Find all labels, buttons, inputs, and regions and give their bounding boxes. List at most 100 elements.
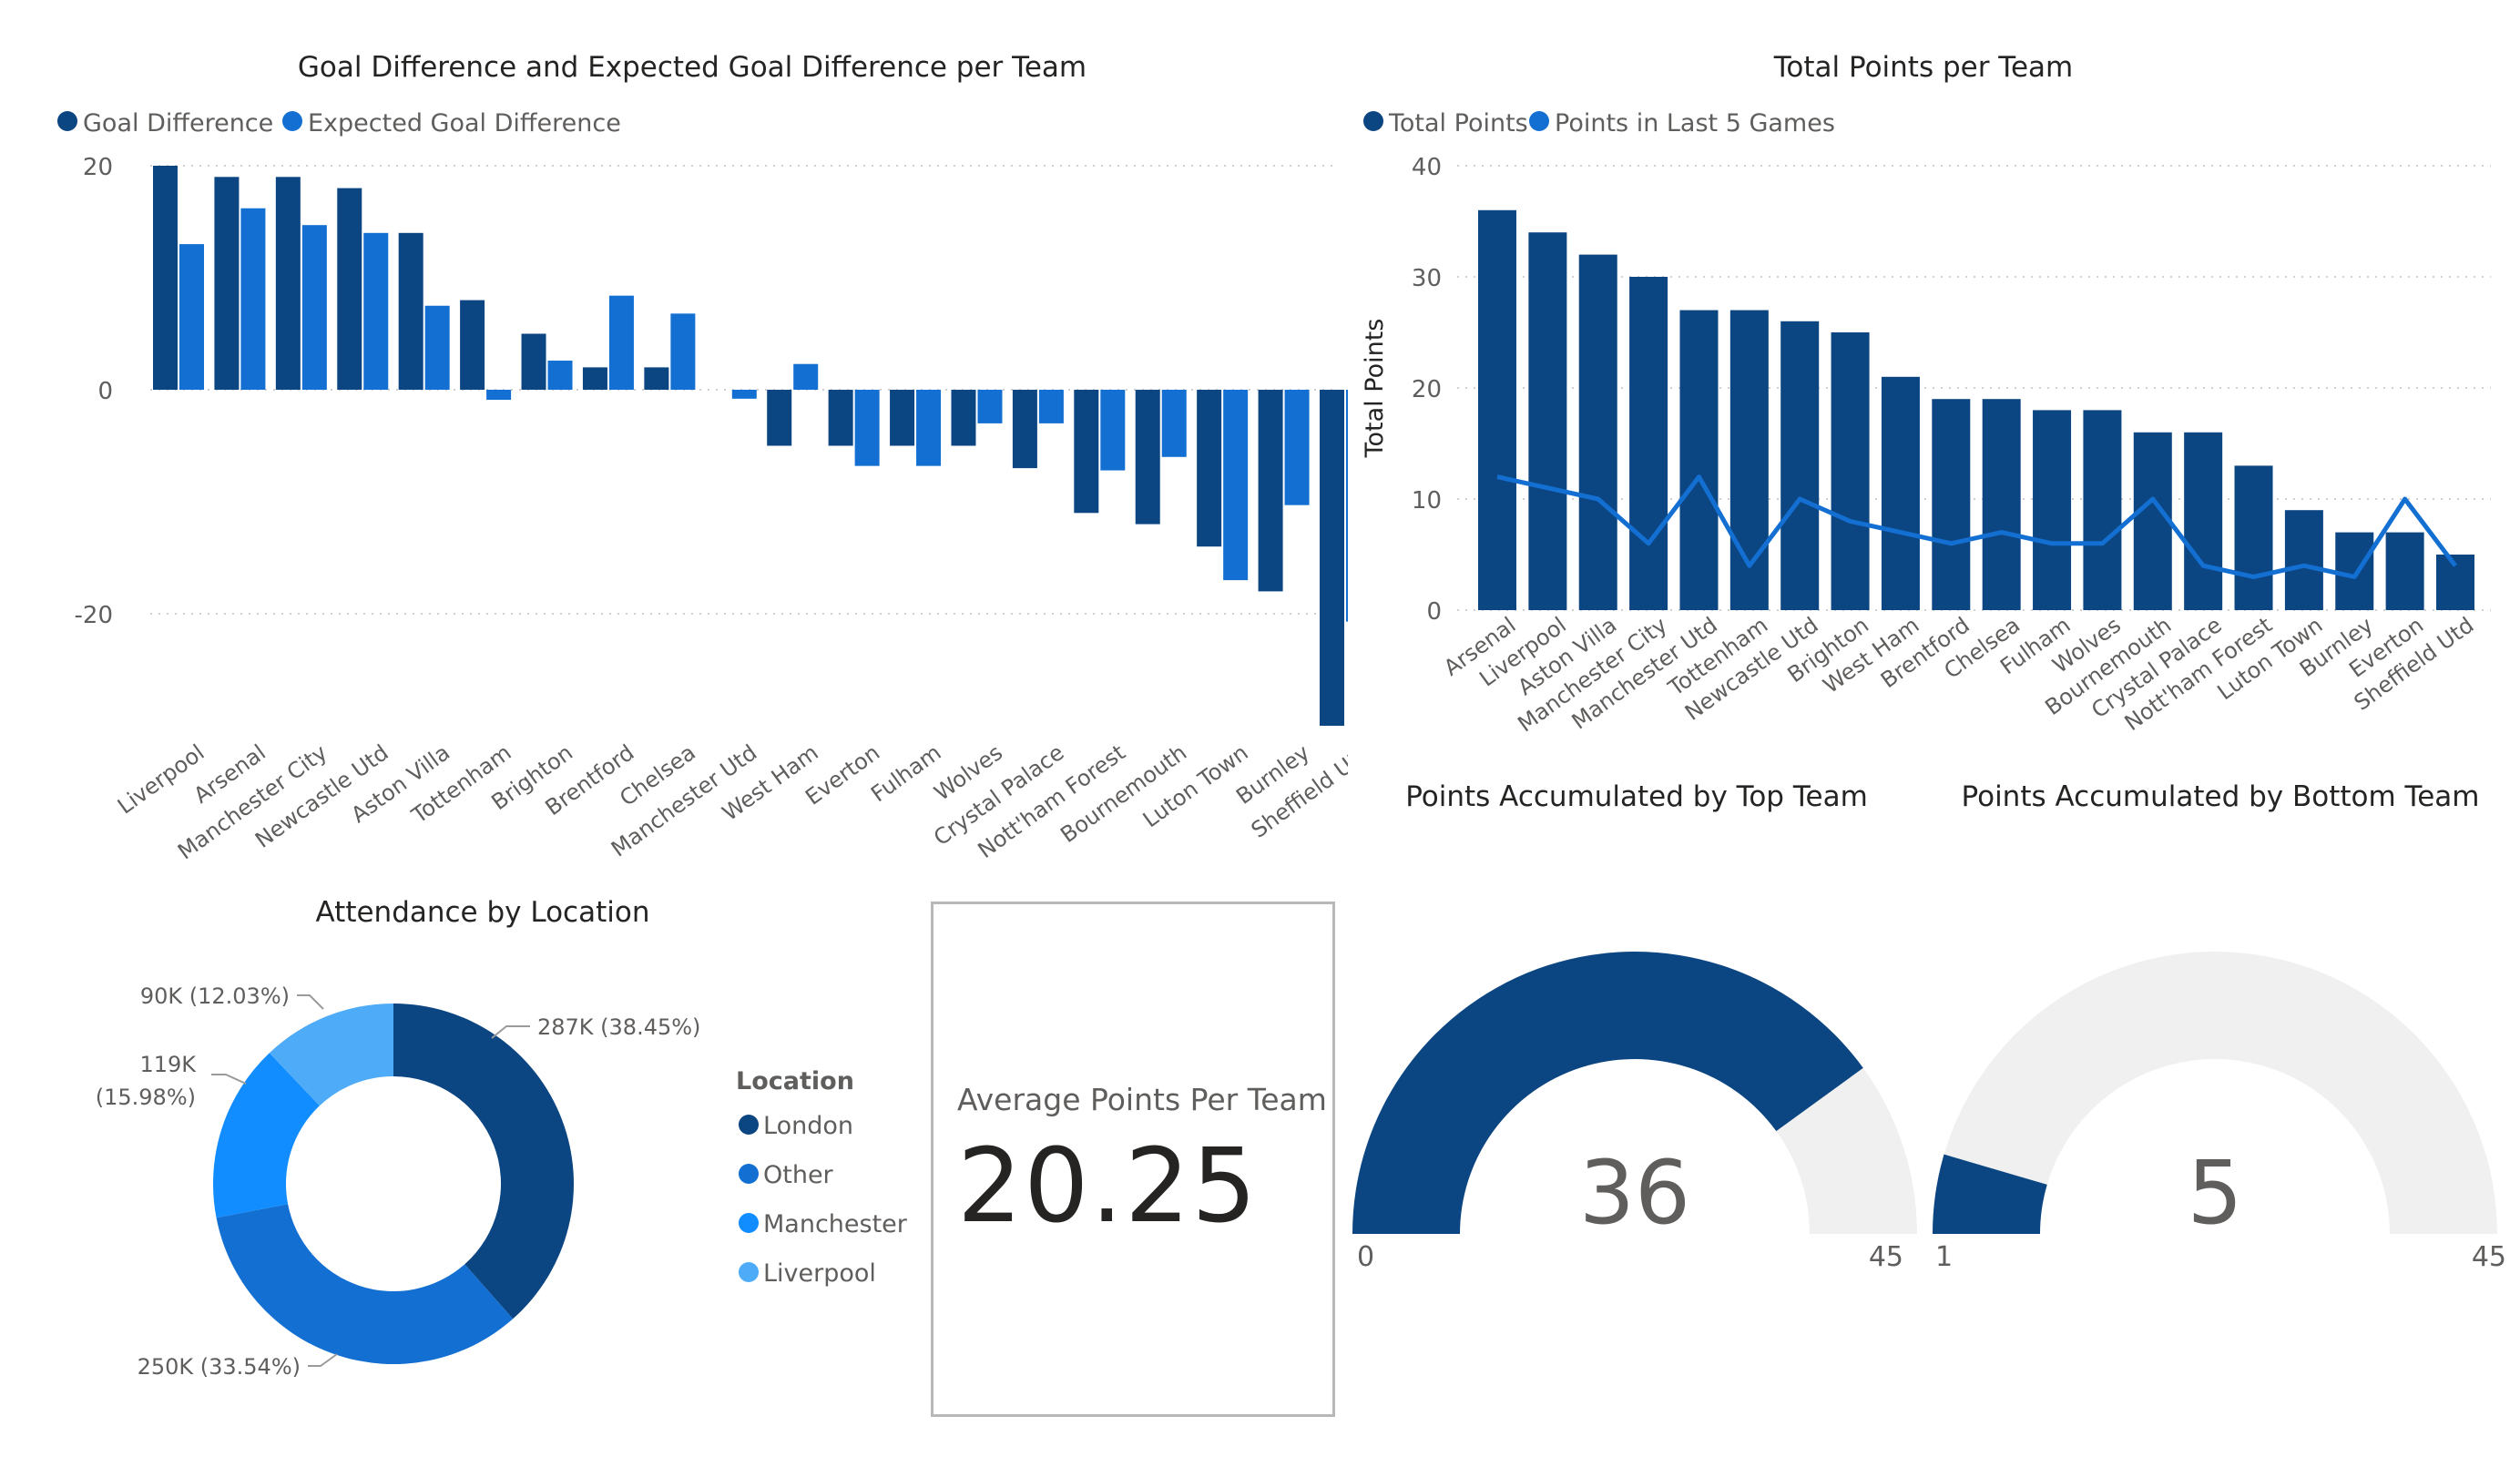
bar: [731, 390, 757, 399]
bar: [153, 166, 178, 390]
bottom-team-gauge[interactable]: Points Accumulated by Bottom Team 5 1 45: [1922, 765, 2520, 1311]
legend-marker: [739, 1115, 759, 1135]
gauge-fill: [1352, 952, 1863, 1234]
bar: [1012, 390, 1037, 469]
bar: [1629, 277, 1668, 610]
bar: [1197, 390, 1222, 547]
goal-difference-chart[interactable]: Goal Difference and Expected Goal Differ…: [0, 0, 1348, 865]
y-axis-label: Total Points: [1361, 319, 1389, 459]
bar: [582, 367, 607, 390]
bar: [398, 232, 423, 390]
average-points-card[interactable]: Average Points Per Team 20.25: [931, 902, 1335, 1417]
average-points-label: Average Points Per Team: [957, 1082, 1327, 1117]
bar: [486, 390, 512, 401]
bar: [1320, 390, 1344, 726]
leader-line: [308, 1353, 338, 1367]
bar: [2184, 432, 2223, 610]
data-label: 119K (15.98%): [96, 1052, 198, 1110]
bar: [1161, 390, 1187, 457]
top-team-gauge[interactable]: Points Accumulated by Top Team 36 0 45: [1339, 765, 1922, 1311]
legend-item: Manchester: [763, 1210, 908, 1238]
donut-slice: [269, 1004, 393, 1106]
bar: [1881, 376, 1920, 610]
gauge-track: [1933, 952, 2497, 1234]
legend-marker: [1529, 111, 1549, 131]
bar: [301, 225, 327, 390]
leader-line: [211, 1074, 247, 1085]
bar: [1223, 390, 1249, 581]
x-tick-label: Liverpool: [113, 739, 209, 819]
average-points-value: 20.25: [957, 1127, 1259, 1246]
bar: [2033, 410, 2072, 610]
data-label: 250K (33.54%): [138, 1354, 301, 1380]
bar: [793, 363, 819, 390]
total-points-chart[interactable]: Total Points per Team Total Points Points …: [1348, 0, 2520, 783]
bar: [240, 208, 266, 390]
bar: [767, 390, 792, 446]
data-label: 287K (38.45%): [537, 1014, 700, 1040]
y-tick-label: 20: [1412, 376, 1442, 403]
legend-item: Points in Last 5 Games: [1555, 109, 1835, 138]
y-tick-label: 10: [1412, 487, 1442, 515]
bar: [670, 313, 696, 390]
bar: [214, 177, 240, 390]
legend-marker: [1363, 111, 1383, 131]
bar: [275, 177, 301, 390]
y-tick-label: -20: [75, 602, 113, 629]
legend-item: London: [763, 1112, 853, 1140]
bar: [1528, 232, 1567, 610]
donut-slice: [393, 1004, 574, 1319]
y-tick-label: 20: [83, 154, 113, 181]
bar: [1982, 399, 2021, 610]
bar: [179, 244, 204, 390]
legend-marker: [57, 111, 77, 131]
bar: [1831, 332, 1870, 610]
leader-line: [297, 994, 324, 1010]
series-line: [1496, 474, 2457, 579]
x-tick-label: Fulham: [866, 739, 945, 807]
bar: [460, 300, 485, 390]
bar: [2083, 410, 2122, 610]
y-tick-label: 0: [1426, 598, 1442, 626]
bar: [1346, 390, 1348, 622]
bar: [337, 188, 362, 390]
bar: [1100, 390, 1126, 471]
bar: [424, 305, 450, 390]
bar: [1258, 390, 1283, 592]
legend-marker: [282, 111, 302, 131]
y-tick-label: 30: [1412, 265, 1442, 292]
bar: [1578, 254, 1617, 610]
legend-item: Expected Goal Difference: [308, 109, 621, 138]
bar: [1284, 390, 1310, 505]
bar: [2385, 532, 2424, 610]
gauge-min-label: 1: [1935, 1241, 1953, 1273]
legend-title: Location: [736, 1067, 854, 1095]
legend-marker: [739, 1213, 759, 1233]
gauge-max-label: 45: [1869, 1241, 1903, 1273]
bar: [2335, 532, 2374, 610]
bar: [1729, 310, 1769, 610]
attendance-donut-chart[interactable]: Attendance by Location 287K (38.45%) 250K …: [0, 865, 920, 1457]
gauge-value: 5: [2187, 1142, 2242, 1244]
bar: [1932, 399, 1971, 610]
bar: [977, 390, 1003, 423]
leader-line: [491, 1025, 530, 1039]
bar: [1679, 310, 1719, 610]
gauge-title: Points Accumulated by Top Team: [1405, 780, 1868, 813]
legend-item: Goal Difference: [83, 109, 273, 138]
legend-marker: [739, 1164, 759, 1184]
legend-item: Liverpool: [763, 1259, 876, 1288]
donut-slice: [216, 1204, 514, 1364]
bar: [1135, 390, 1160, 525]
chart-title: Total Points per Team: [1773, 51, 2074, 84]
bar: [2234, 465, 2273, 610]
gauge-max-label: 45: [2472, 1241, 2506, 1273]
gauge-fill: [1933, 1154, 2047, 1234]
bar: [916, 390, 942, 466]
bar: [854, 390, 880, 466]
bar: [1074, 390, 1099, 514]
legend-item: Total Points: [1388, 109, 1528, 138]
bar: [1478, 209, 1516, 611]
bar: [2284, 510, 2323, 610]
bar: [1780, 321, 1820, 610]
